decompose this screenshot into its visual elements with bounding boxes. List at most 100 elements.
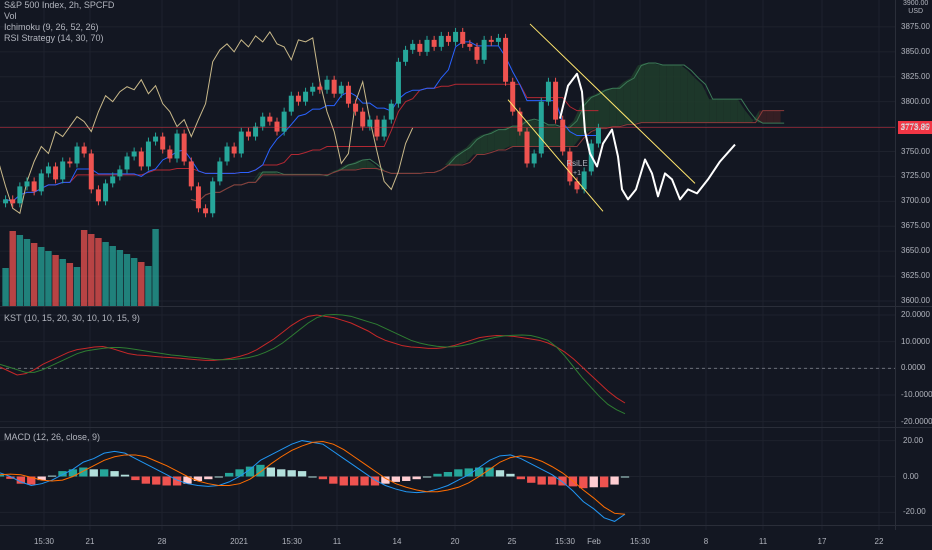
volume-bar	[95, 238, 102, 306]
macd-histogram-bar	[527, 476, 536, 483]
pane-separators[interactable]	[0, 0, 932, 530]
candle-body	[424, 39, 430, 52]
candle-body	[488, 39, 494, 42]
candle-body	[81, 146, 87, 154]
user-drawings[interactable]: RsiLE +1	[507, 23, 736, 212]
time-tick: 22	[874, 537, 884, 546]
macd-histogram-bar	[579, 476, 588, 489]
candle-body	[174, 133, 180, 159]
tenkan-line	[5, 41, 599, 202]
candle-body	[260, 116, 266, 127]
time-tick: 28	[157, 537, 167, 546]
time-tick: 17	[817, 537, 827, 546]
rsi-strategy-label[interactable]: RSI Strategy (14, 30, 70)	[4, 33, 104, 43]
price-scale-top: 3900.00 USD	[903, 0, 928, 16]
candle-body	[3, 199, 9, 204]
time-tick: 15:30	[554, 537, 576, 546]
channel-upper-line	[529, 23, 696, 184]
macd-histogram-bar	[183, 476, 192, 484]
price-tick: 3675.00	[901, 221, 930, 231]
candle-body	[95, 189, 101, 202]
candle-body	[431, 39, 437, 47]
macd-histogram-bar	[370, 476, 380, 486]
candle-body	[195, 186, 201, 209]
cloud-segment	[473, 135, 481, 155]
candle-body	[224, 146, 230, 162]
cloud-segment	[709, 99, 717, 123]
candle-body	[453, 31, 459, 42]
cloud-segment	[666, 65, 674, 123]
kst-tick: 20.0000	[901, 310, 930, 319]
ichimoku-label[interactable]: Ichimoku (9, 26, 52, 26)	[4, 22, 99, 32]
candle-body	[45, 166, 51, 174]
candle-body	[445, 35, 451, 42]
cloud-segment	[659, 65, 667, 123]
kst-title[interactable]: KST (10, 15, 20, 30, 10, 10, 15, 9)	[4, 313, 140, 323]
currency-label[interactable]: USD	[908, 8, 924, 15]
macd-histogram-bar	[589, 476, 598, 488]
candle-body	[388, 103, 394, 120]
macd-title[interactable]: MACD (12, 26, close, 9)	[4, 432, 101, 442]
time-tick: 8	[703, 537, 709, 546]
candle-body	[574, 181, 580, 190]
candle-body	[438, 35, 444, 47]
volume-bar	[116, 250, 124, 306]
price-tick: 3850.00	[901, 46, 930, 56]
cloud-segment	[216, 188, 224, 193]
candlesticks	[0, 27, 895, 218]
symbol-title[interactable]: S&P 500 Index, 2h, SPCFD	[4, 0, 115, 10]
time-tick: 20	[450, 537, 460, 546]
candle-body	[331, 79, 337, 94]
candle-body	[417, 43, 423, 52]
cloud-segment	[673, 65, 681, 123]
cloud-segment	[702, 84, 710, 123]
kijun-line	[5, 83, 599, 202]
time-tick: 25	[507, 537, 517, 546]
macd-histogram-bar	[537, 476, 546, 485]
time-tick: 11	[758, 537, 768, 546]
macd-signal-line	[0, 440, 626, 515]
volume-bar	[30, 243, 38, 306]
vol-label[interactable]: Vol	[4, 11, 17, 21]
cloud-segment	[609, 88, 617, 127]
cloud-segment	[623, 78, 631, 125]
volume-bar	[102, 242, 109, 306]
candle-body	[353, 103, 359, 112]
main-legend: S&P 500 Index, 2h, SPCFD Vol Ichimoku (9…	[4, 0, 114, 44]
macd-histogram-bar	[152, 476, 161, 485]
price-tick: 3625.00	[901, 271, 930, 281]
macd-histogram-bar	[37, 476, 46, 481]
candle-body	[103, 183, 109, 202]
cloud-segment	[459, 147, 467, 165]
cloud-segment	[359, 159, 367, 169]
cloud-segment	[373, 164, 381, 171]
candle-body	[31, 181, 37, 192]
candle-body	[167, 149, 173, 159]
senkou-b-line	[191, 110, 785, 202]
volume-bar	[2, 268, 9, 306]
price-tick: 3800.00	[901, 96, 930, 106]
kst-tick: 0.0000	[901, 363, 926, 373]
macd-histogram-bar	[235, 469, 244, 477]
candle-body	[117, 169, 123, 177]
time-tick: Feb	[587, 537, 601, 546]
cloud-segment	[366, 159, 374, 169]
candle-body	[267, 116, 273, 122]
candle-body	[595, 127, 601, 144]
cloud-segment	[352, 159, 360, 170]
channel-lower-line	[507, 99, 604, 212]
macd-histogram-bar	[412, 476, 421, 480]
kst-pane	[0, 313, 895, 423]
candle-body	[217, 161, 223, 182]
cloud-segment	[730, 99, 738, 123]
cloud-segment	[616, 81, 624, 127]
cloud-segment	[723, 99, 731, 123]
macd-histogram-bar	[360, 476, 369, 486]
cloud-segment	[573, 105, 581, 147]
volume-bar	[45, 251, 52, 306]
macd-histogram-bar	[600, 476, 609, 488]
macd-histogram-bar	[27, 476, 36, 485]
cloud-segment	[680, 65, 688, 123]
time-tick: 21	[85, 537, 95, 546]
